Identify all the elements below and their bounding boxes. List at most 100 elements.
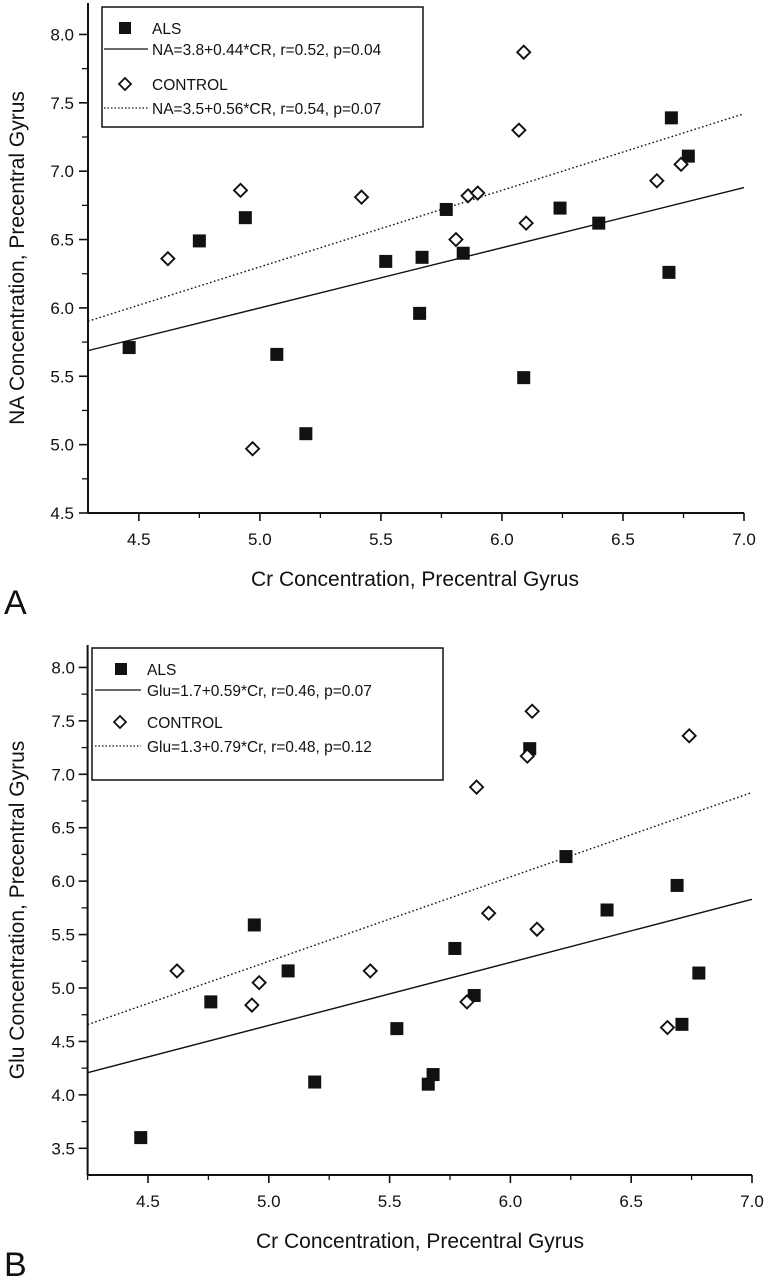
data-point-als xyxy=(204,995,218,1009)
data-point-als xyxy=(122,341,136,355)
legend: ALS NA=3.8+0.44*CR, r=0.52, p=0.04 CONTR… xyxy=(101,6,424,128)
data-point-control xyxy=(244,440,261,457)
data-point-control xyxy=(524,703,540,720)
data-point-als xyxy=(281,964,295,978)
data-point-control xyxy=(529,921,545,938)
data-point-als xyxy=(439,202,453,216)
data-point-als xyxy=(692,966,706,980)
legend-fit-als: Glu=1.7+0.59*Cr, r=0.46, p=0.07 xyxy=(147,683,372,700)
y-tick-label: 5.5 xyxy=(51,926,75,945)
data-point-control xyxy=(468,779,485,795)
data-point-als xyxy=(247,918,261,932)
y-tick-label: 6.5 xyxy=(51,819,75,838)
data-point-als xyxy=(600,903,614,917)
data-point-als xyxy=(413,306,427,320)
y-tick-label: 5.5 xyxy=(50,367,74,386)
data-point-als xyxy=(270,347,284,361)
fit-line-control xyxy=(87,791,753,1026)
data-point-als xyxy=(426,1068,440,1082)
x-tick-label: 6.0 xyxy=(499,1192,523,1211)
data-point-control xyxy=(518,215,534,231)
data-point-als xyxy=(308,1075,322,1089)
y-tick-label: 6.5 xyxy=(50,231,74,250)
data-point-als xyxy=(238,211,252,225)
legend-box xyxy=(101,6,424,128)
data-point-control xyxy=(353,189,370,205)
data-point-control xyxy=(480,905,497,922)
data-point-als xyxy=(134,1131,148,1145)
data-point-control xyxy=(659,1019,676,1036)
data-point-als xyxy=(675,1017,689,1031)
data-point-control xyxy=(232,182,249,199)
y-tick-label: 8.0 xyxy=(51,658,75,677)
fit-line-als xyxy=(87,898,753,1074)
data-point-control xyxy=(160,250,176,267)
control-marker-icon xyxy=(112,714,128,730)
x-tick-label: 7.0 xyxy=(740,1192,764,1211)
als-marker-icon xyxy=(115,663,127,675)
data-point-als xyxy=(390,1022,404,1036)
fit-line-control xyxy=(87,113,745,322)
y-tick-label: 7.5 xyxy=(51,712,75,731)
data-point-als xyxy=(448,941,462,955)
x-tick-label: 6.5 xyxy=(611,530,635,549)
panel-letter: B xyxy=(4,1246,27,1280)
y-tick-label: 6.0 xyxy=(50,299,74,318)
data-point-control xyxy=(515,44,532,61)
x-tick-label: 5.5 xyxy=(369,530,393,549)
y-tick-label: 4.5 xyxy=(51,1032,75,1051)
legend-fit-control: Glu=1.3+0.79*Cr, r=0.48, p=0.12 xyxy=(147,739,372,756)
data-point-als xyxy=(517,371,531,385)
data-point-als xyxy=(662,265,676,279)
x-tick-label: 7.0 xyxy=(732,530,756,549)
x-tick-label: 6.0 xyxy=(490,530,514,549)
data-point-als xyxy=(379,254,393,268)
panel-letter: A xyxy=(4,584,27,622)
data-point-control xyxy=(673,156,689,173)
data-point-control xyxy=(681,727,698,744)
legend-fit-als: NA=3.8+0.44*CR, r=0.52, p=0.04 xyxy=(152,42,382,59)
data-point-als xyxy=(192,234,206,248)
y-tick-label: 5.0 xyxy=(51,979,75,998)
y-tick-label: 7.5 xyxy=(50,94,74,113)
data-point-control xyxy=(251,974,267,991)
y-tick-label: 7.0 xyxy=(51,765,75,784)
data-point-control xyxy=(649,172,665,189)
x-axis-title: Cr Concentration, Precentral Gyrus xyxy=(251,568,579,591)
data-point-control xyxy=(448,231,464,248)
data-point-control xyxy=(362,963,379,979)
data-point-control xyxy=(459,994,475,1010)
y-tick-label: 4.0 xyxy=(51,1086,75,1105)
y-axis-title: NA Concentration, Precentral Gyrus xyxy=(6,91,29,425)
als-marker-icon xyxy=(119,22,131,34)
x-axis-title: Cr Concentration, Precentral Gyrus xyxy=(256,1230,584,1253)
x-tick-label: 5.0 xyxy=(248,530,272,549)
x-tick-label: 6.5 xyxy=(619,1192,643,1211)
data-point-control xyxy=(469,185,486,201)
legend-fit-control: NA=3.5+0.56*CR, r=0.54, p=0.07 xyxy=(152,101,381,118)
fit-line-als xyxy=(87,186,745,352)
data-point-als xyxy=(592,216,606,230)
panel-a: Cr Concentration, Precentral Gyrus NA Co… xyxy=(4,3,756,622)
data-point-control xyxy=(244,997,260,1013)
legend-label-als: ALS xyxy=(147,662,176,679)
legend-label-control: CONTROL xyxy=(152,77,228,94)
data-point-control xyxy=(511,122,527,139)
x-tick-label: 5.0 xyxy=(257,1192,281,1211)
panel-b: Cr Concentration, Precentral Gyrus Glu C… xyxy=(4,645,764,1280)
legend-box xyxy=(91,647,444,781)
legend-label-als: ALS xyxy=(152,21,181,38)
legend-label-control: CONTROL xyxy=(147,715,223,732)
y-tick-label: 5.0 xyxy=(50,436,74,455)
data-point-als xyxy=(553,201,567,215)
data-point-als xyxy=(664,111,678,125)
y-tick-label: 8.0 xyxy=(50,25,74,44)
data-point-als xyxy=(299,427,313,441)
y-tick-label: 7.0 xyxy=(50,162,74,181)
data-point-als xyxy=(415,250,429,264)
data-point-als xyxy=(559,850,573,864)
legend: ALS Glu=1.7+0.59*Cr, r=0.46, p=0.07 CONT… xyxy=(91,647,444,781)
data-point-control xyxy=(169,963,185,979)
y-tick-label: 4.5 xyxy=(50,504,74,523)
